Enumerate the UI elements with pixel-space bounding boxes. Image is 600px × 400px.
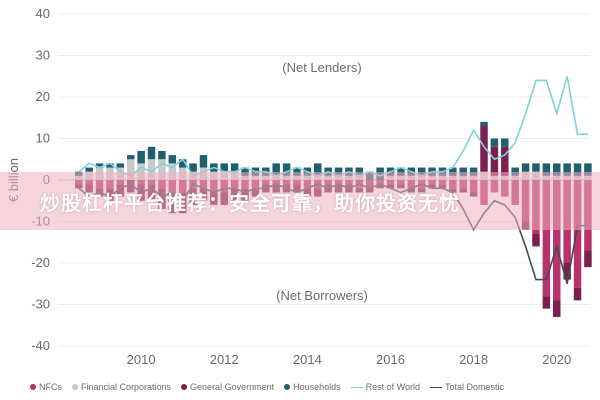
legend-label: Households xyxy=(293,382,341,392)
bar-households xyxy=(85,167,93,172)
bar-general-government xyxy=(563,263,571,280)
y-tick-label: -40 xyxy=(31,338,50,353)
annotation-net-lenders: (Net Lenders) xyxy=(282,60,361,75)
promo-banner-text: 炒股杠杆平台推荐：安全可靠，助你投资无忧 xyxy=(40,190,460,215)
bar-households xyxy=(168,155,177,164)
legend-item: General Government xyxy=(181,382,274,392)
bar-financial-corporations xyxy=(147,159,156,180)
legend-swatch xyxy=(284,384,291,390)
bar-households xyxy=(501,138,509,147)
y-tick-label: 30 xyxy=(36,48,50,63)
bar-financial-corporations xyxy=(126,159,135,180)
bar-households xyxy=(126,155,135,160)
bar-households xyxy=(511,167,519,176)
bar-households xyxy=(137,150,145,164)
legend-label: Rest of World xyxy=(365,382,420,392)
x-tick-label: 2016 xyxy=(376,352,405,367)
bar-households xyxy=(553,163,561,176)
bar-households xyxy=(563,163,571,176)
bar-households xyxy=(490,138,499,147)
y-tick-label: 20 xyxy=(36,89,50,104)
bar-general-government xyxy=(501,146,509,176)
bar-households xyxy=(95,163,104,168)
bar-households xyxy=(116,163,125,168)
bar-households xyxy=(147,146,156,160)
legend-label: General Government xyxy=(190,382,275,392)
bar-households xyxy=(106,163,114,168)
bar-nfcs xyxy=(542,180,551,297)
legend-item: Financial Corporations xyxy=(72,382,171,392)
y-tick-label: 10 xyxy=(36,131,50,146)
bar-households xyxy=(542,163,551,176)
bar-households xyxy=(417,167,426,176)
bar-general-government xyxy=(584,250,592,268)
promo-banner[interactable]: 炒股杠杆平台推荐：安全可靠，助你投资无忧 xyxy=(0,172,600,230)
bar-households xyxy=(293,167,301,176)
bar-households xyxy=(469,167,478,176)
bar-households xyxy=(178,159,187,168)
bar-households xyxy=(521,163,530,172)
bar-nfcs xyxy=(573,180,582,288)
bar-households xyxy=(314,163,322,176)
bar-general-government xyxy=(542,296,551,309)
y-tick-label: -20 xyxy=(31,255,50,270)
bar-households xyxy=(272,163,280,176)
legend-item: Rest of World xyxy=(350,382,420,392)
bar-households xyxy=(241,167,249,176)
x-tick-label: 2010 xyxy=(127,352,156,367)
legend-swatch xyxy=(30,384,36,390)
legend: NFCs Financial Corporations General Govern… xyxy=(30,378,590,396)
bar-financial-corporations xyxy=(137,163,145,180)
x-tick-label: 2012 xyxy=(210,352,239,367)
x-tick-label: 2018 xyxy=(459,352,488,367)
bar-general-government xyxy=(532,233,540,247)
legend-swatch xyxy=(181,384,188,390)
legend-swatch xyxy=(72,384,78,390)
bar-households xyxy=(532,163,540,172)
legend-swatch xyxy=(429,386,442,388)
bar-general-government xyxy=(490,146,499,176)
legend-label: NFCs xyxy=(39,382,62,392)
y-tick-label: -30 xyxy=(31,297,50,312)
bar-general-government xyxy=(573,287,582,301)
bar-households xyxy=(397,167,405,176)
bar-households xyxy=(584,163,592,176)
x-tick-label: 2014 xyxy=(293,352,322,367)
bar-financial-corporations xyxy=(168,163,177,180)
y-tick-label: 40 xyxy=(36,6,50,21)
bar-households xyxy=(459,167,467,176)
bar-households xyxy=(189,163,197,172)
bar-households xyxy=(334,167,343,176)
legend-item: Total Domestic xyxy=(429,382,505,392)
bar-households xyxy=(282,163,291,176)
bar-households xyxy=(573,163,582,176)
bar-households xyxy=(480,121,488,127)
bar-households xyxy=(199,155,208,168)
bar-households xyxy=(449,167,457,176)
bar-general-government xyxy=(480,126,488,172)
bar-households xyxy=(158,150,166,160)
bar-households xyxy=(355,167,364,176)
bar-financial-corporations xyxy=(158,159,166,180)
annotation-net-borrowers: (Net Borrowers) xyxy=(276,288,368,303)
bar-households xyxy=(230,163,239,172)
legend-item: Households xyxy=(284,382,341,392)
legend-swatch xyxy=(350,386,363,388)
x-tick-label: 2020 xyxy=(542,352,571,367)
bar-households xyxy=(220,163,228,172)
legend-label: Total Domestic xyxy=(444,382,505,392)
legend-label: Financial Corporations xyxy=(81,382,172,392)
legend-item: NFCs xyxy=(30,382,62,392)
bar-nfcs xyxy=(553,180,561,301)
bar-general-government xyxy=(553,300,561,317)
